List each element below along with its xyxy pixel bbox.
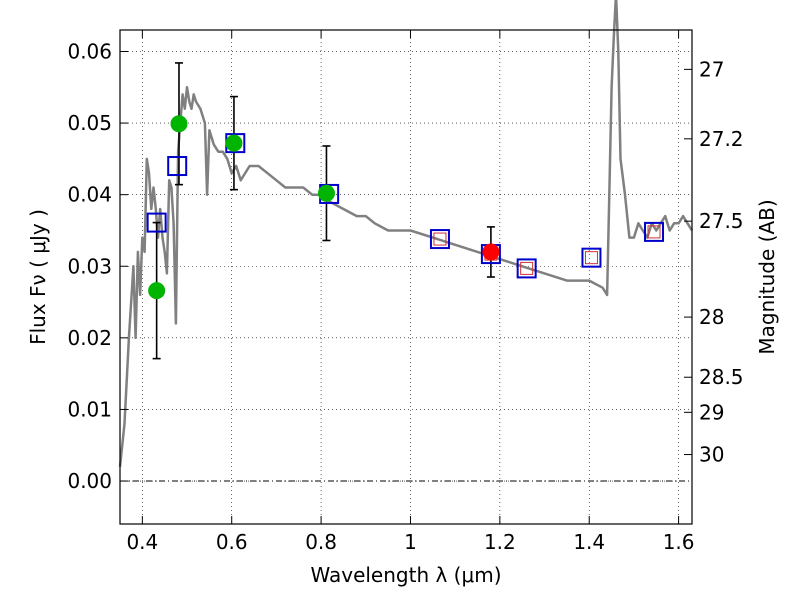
x-tick-label: 0.6	[216, 530, 248, 554]
plot-area	[118, 0, 694, 467]
right-tick-label: 27	[699, 57, 724, 81]
x-tick-label: 1	[404, 530, 417, 554]
model-photometry-inner-square	[433, 232, 447, 246]
x-tick-label: 1.6	[663, 530, 695, 554]
model-photometry-square	[146, 212, 167, 233]
model-photometry-square	[167, 156, 188, 177]
right-tick-label: 27.2	[699, 127, 744, 151]
y-tick-label: 0.00	[67, 469, 112, 493]
y-tick-label: 0.01	[67, 397, 112, 421]
model-photometry-square	[644, 221, 665, 242]
y-tick-label: 0.06	[67, 39, 112, 63]
y-axis-label: Flux Fν ( μJy )	[26, 209, 50, 345]
observed-point	[225, 134, 243, 152]
observed-point	[482, 243, 500, 261]
y-tick-label: 0.05	[67, 111, 112, 135]
x-axis-label: Wavelength λ (μm)	[310, 563, 501, 587]
observed-point	[317, 184, 335, 202]
model-photometry-inner-square	[647, 225, 661, 239]
right-axis-label: Magnitude (AB)	[755, 199, 779, 354]
x-tick-label: 0.4	[126, 530, 158, 554]
model-photometry-square	[581, 247, 602, 268]
model-photometry-inner-square	[584, 251, 598, 265]
model-photometry-inner-square	[520, 261, 534, 275]
x-tick-label: 1.4	[573, 530, 605, 554]
right-tick-label: 28.5	[699, 365, 744, 389]
y-tick-label: 0.04	[67, 183, 112, 207]
ticks: 0.4 0.6 0.8 1 1.2 1.4 1.6 0.00 0.01 0.02 0.03 0.04 0…	[67, 30, 744, 554]
right-tick-label: 27.5	[699, 209, 744, 233]
model-photometry-square	[516, 258, 537, 279]
right-tick-label: 30	[699, 443, 724, 467]
x-tick-label: 1.2	[484, 530, 516, 554]
right-tick-label: 28	[699, 305, 724, 329]
observed-point	[170, 115, 188, 133]
x-tick-label: 0.8	[305, 530, 337, 554]
observed-point	[148, 282, 166, 300]
plot-frame	[119, 29, 693, 525]
right-tick-label: 29	[699, 400, 724, 424]
model-photometry-square	[429, 229, 450, 250]
y-tick-label: 0.03	[67, 254, 112, 278]
y-tick-label: 0.02	[67, 326, 112, 350]
